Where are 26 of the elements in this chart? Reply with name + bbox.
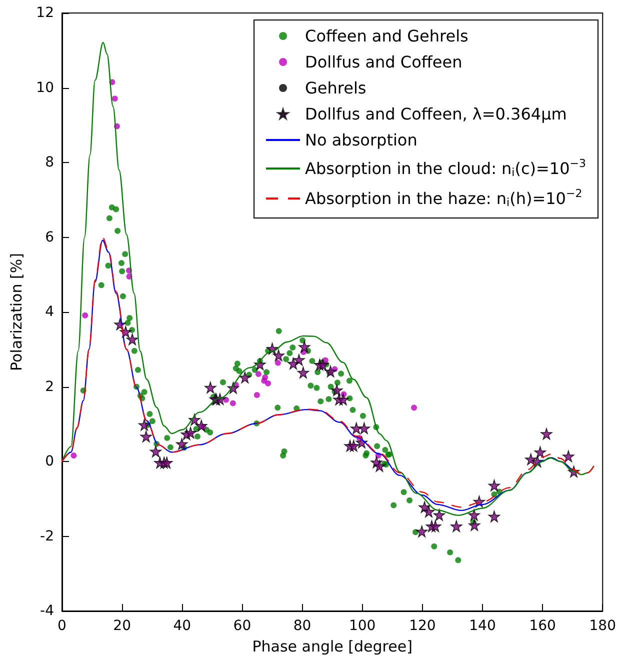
y-tick-label: 6 xyxy=(45,229,54,246)
legend-label: Dollfus and Coffeen, λ=0.364μm xyxy=(305,104,567,124)
legend-label: Gehrels xyxy=(305,78,366,98)
y-tick-label: -4 xyxy=(40,603,54,619)
x-tick-label: 60 xyxy=(233,618,252,634)
y-tick-label: 2 xyxy=(45,378,54,395)
x-tick-label: 120 xyxy=(409,618,436,634)
x-tick-label: 140 xyxy=(469,618,496,634)
y-tick-label: 12 xyxy=(36,5,54,21)
legend-label: No absorption xyxy=(305,130,418,150)
legend-label: Coffeen and Gehrels xyxy=(305,26,468,46)
y-axis-title: Polarization [%] xyxy=(8,253,26,371)
y-tick-label: 8 xyxy=(45,154,54,170)
y-tick-label: -2 xyxy=(40,528,54,544)
x-tick-label: 40 xyxy=(173,618,192,634)
x-tick-label: 180 xyxy=(589,618,616,634)
x-tick-label: 160 xyxy=(529,618,556,634)
legend-label: Dollfus and Coffeen xyxy=(305,52,462,72)
x-tick-label: 100 xyxy=(348,618,376,634)
x-tick-label: 80 xyxy=(293,618,312,634)
y-tick-label: 0 xyxy=(45,454,54,470)
x-axis-title: Phase angle [degree] xyxy=(252,638,412,656)
x-tick-label: 0 xyxy=(58,618,66,634)
x-tick-label: 20 xyxy=(113,618,131,634)
y-tick-label: 4 xyxy=(45,304,54,320)
y-tick-label: 10 xyxy=(36,80,54,96)
